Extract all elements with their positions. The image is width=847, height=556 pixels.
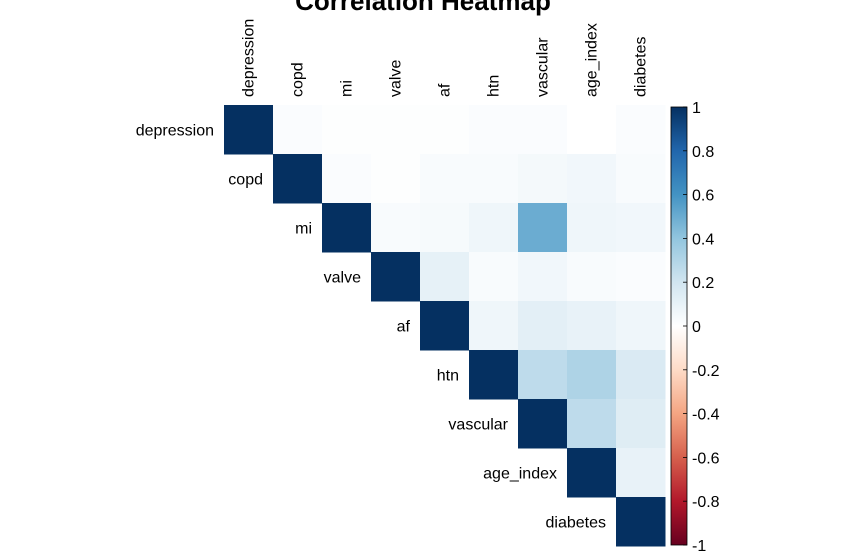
heatmap-cell-mi-valve bbox=[371, 203, 421, 253]
heatmap-cell-af-af bbox=[420, 301, 470, 351]
heatmap-cell-depression-valve bbox=[371, 105, 421, 155]
heatmap-cell-depression-copd bbox=[273, 105, 323, 155]
legend-tick-label: -0.6 bbox=[692, 450, 720, 467]
chart-title: Correlation Heatmap bbox=[295, 0, 551, 16]
column-label-mi: mi bbox=[339, 80, 356, 97]
heatmap-cell-mi-af bbox=[420, 203, 470, 253]
heatmap-cell-valve-diabetes bbox=[616, 252, 666, 302]
row-label-mi: mi bbox=[295, 221, 312, 238]
heatmap-cell-valve-age_index bbox=[567, 252, 617, 302]
row-label-copd: copd bbox=[228, 172, 263, 189]
heatmap-cell-copd-age_index bbox=[567, 154, 617, 204]
heatmap-cell-copd-valve bbox=[371, 154, 421, 204]
legend-tick-label: -0.4 bbox=[692, 407, 720, 424]
heatmap-cell-copd-mi bbox=[322, 154, 372, 204]
heatmap-cell-depression-diabetes bbox=[616, 105, 666, 155]
column-label-af: af bbox=[437, 83, 454, 97]
heatmap-cell-mi-diabetes bbox=[616, 203, 666, 253]
heatmap-cell-htn-diabetes bbox=[616, 350, 666, 400]
heatmap-cell-age_index-age_index bbox=[567, 448, 617, 498]
row-label-htn: htn bbox=[437, 368, 459, 385]
heatmap-cell-depression-depression bbox=[224, 105, 274, 155]
heatmap-cell-valve-vascular bbox=[518, 252, 568, 302]
row-label-af: af bbox=[397, 319, 411, 336]
legend-tick-label: 1 bbox=[692, 100, 701, 117]
heatmap-cell-htn-age_index bbox=[567, 350, 617, 400]
column-label-diabetes: diabetes bbox=[633, 37, 650, 98]
heatmap-cell-mi-htn bbox=[469, 203, 519, 253]
heatmap-cell-depression-af bbox=[420, 105, 470, 155]
heatmap-cell-af-age_index bbox=[567, 301, 617, 351]
heatmap-cell-vascular-vascular bbox=[518, 399, 568, 449]
heatmap-cell-depression-htn bbox=[469, 105, 519, 155]
heatmap-cell-age_index-diabetes bbox=[616, 448, 666, 498]
heatmap-cell-af-diabetes bbox=[616, 301, 666, 351]
heatmap-cell-valve-htn bbox=[469, 252, 519, 302]
row-label-valve: valve bbox=[324, 270, 361, 287]
legend-tick-label: 0.4 bbox=[692, 231, 714, 248]
legend-tick-label: -1 bbox=[692, 538, 706, 555]
column-label-valve: valve bbox=[388, 60, 405, 97]
heatmap-cell-copd-htn bbox=[469, 154, 519, 204]
heatmap-cell-htn-htn bbox=[469, 350, 519, 400]
row-label-diabetes: diabetes bbox=[546, 515, 607, 532]
legend-tick-label: 0 bbox=[692, 319, 701, 336]
legend-tick-label: 0.6 bbox=[692, 188, 714, 205]
row-label-age_index: age_index bbox=[483, 466, 557, 483]
heatmap-cell-valve-af bbox=[420, 252, 470, 302]
legend-tick-label: -0.2 bbox=[692, 363, 720, 380]
heatmap-cell-copd-af bbox=[420, 154, 470, 204]
heatmap-cell-af-htn bbox=[469, 301, 519, 351]
legend-tick-label: -0.8 bbox=[692, 494, 720, 511]
color-legend-bar bbox=[671, 107, 687, 545]
heatmap-cell-af-vascular bbox=[518, 301, 568, 351]
heatmap-cell-copd-copd bbox=[273, 154, 323, 204]
legend-tick-label: 0.2 bbox=[692, 275, 714, 292]
heatmap-cell-depression-vascular bbox=[518, 105, 568, 155]
heatmap-cell-mi-mi bbox=[322, 203, 372, 253]
heatmap-cell-vascular-diabetes bbox=[616, 399, 666, 449]
row-label-vascular: vascular bbox=[448, 417, 508, 434]
heatmap-cell-mi-age_index bbox=[567, 203, 617, 253]
column-label-age_index: age_index bbox=[584, 23, 601, 97]
row-label-depression: depression bbox=[136, 123, 214, 140]
heatmap-cell-copd-diabetes bbox=[616, 154, 666, 204]
heatmap-cell-depression-age_index bbox=[567, 105, 617, 155]
heatmap-cell-valve-valve bbox=[371, 252, 421, 302]
heatmap-cell-diabetes-diabetes bbox=[616, 497, 666, 547]
column-label-depression: depression bbox=[241, 19, 258, 97]
heatmap-cell-depression-mi bbox=[322, 105, 372, 155]
heatmap-cell-copd-vascular bbox=[518, 154, 568, 204]
heatmap-cell-htn-vascular bbox=[518, 350, 568, 400]
legend-tick-label: 0.8 bbox=[692, 144, 714, 161]
heatmap-cell-vascular-age_index bbox=[567, 399, 617, 449]
column-label-htn: htn bbox=[486, 75, 503, 97]
column-label-vascular: vascular bbox=[535, 37, 552, 97]
column-label-copd: copd bbox=[290, 62, 307, 97]
heatmap-cell-mi-vascular bbox=[518, 203, 568, 253]
